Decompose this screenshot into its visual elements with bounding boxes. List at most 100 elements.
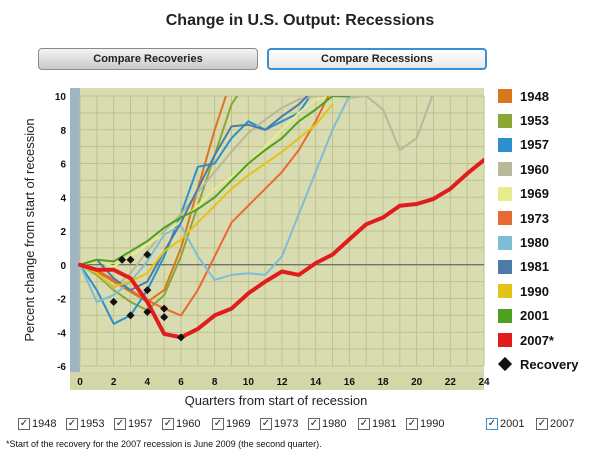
y-tick-label: 8 xyxy=(60,126,66,137)
legend-item-recovery: Recovery xyxy=(497,352,598,376)
legend-swatch xyxy=(498,186,512,201)
y-tick-label: -2 xyxy=(57,295,66,306)
legend-label: 1953 xyxy=(520,113,549,129)
checkbox-label: 2001 xyxy=(500,418,525,430)
compare-recoveries-button[interactable]: Compare Recoveries xyxy=(38,48,258,70)
y-tick-label: 2 xyxy=(60,227,66,238)
checkbox-label: 1960 xyxy=(176,418,201,430)
checkbox-label: 1948 xyxy=(32,418,57,430)
checkbox-1980[interactable]: ✓ 1980 xyxy=(308,418,346,430)
recovery-marker xyxy=(109,297,118,306)
checkmark-icon[interactable]: ✓ xyxy=(18,418,30,430)
recovery-marker xyxy=(160,313,169,322)
legend-item-1990: 1990 xyxy=(498,279,598,303)
legend-label: 1957 xyxy=(520,137,549,153)
legend-item-2007: 2007* xyxy=(498,328,598,352)
x-tick-label: 24 xyxy=(478,377,490,388)
legend-label: 1948 xyxy=(520,88,549,104)
checkmark-icon[interactable]: ✓ xyxy=(212,418,224,430)
checkmark-icon[interactable]: ✓ xyxy=(358,418,370,430)
legend-item-1960: 1960 xyxy=(498,157,598,181)
checkbox-1981[interactable]: ✓ 1981 xyxy=(358,418,396,430)
checkbox-1990[interactable]: ✓ 1990 xyxy=(406,418,444,430)
recovery-marker xyxy=(160,304,169,313)
checkmark-icon[interactable]: ✓ xyxy=(486,418,498,430)
legend-label: 1969 xyxy=(520,186,549,202)
x-axis-strip xyxy=(70,372,484,390)
checkbox-label: 1990 xyxy=(420,418,445,430)
x-tick-label: 20 xyxy=(411,377,423,388)
legend-item-1973: 1973 xyxy=(498,206,598,230)
checkbox-label: 1953 xyxy=(80,418,105,430)
legend-item-1969: 1969 xyxy=(498,182,598,206)
checkbox-1957[interactable]: ✓ 1957 xyxy=(114,418,152,430)
checkbox-1960[interactable]: ✓ 1960 xyxy=(162,418,200,430)
checkmark-icon[interactable]: ✓ xyxy=(536,418,548,430)
checkmark-icon[interactable]: ✓ xyxy=(260,418,272,430)
recovery-marker xyxy=(118,255,127,264)
x-tick-label: 8 xyxy=(212,377,218,388)
legend-item-1957: 1957 xyxy=(498,133,598,157)
checkmark-icon[interactable]: ✓ xyxy=(406,418,418,430)
legend-swatch xyxy=(498,113,512,128)
legend-swatch xyxy=(498,259,512,274)
x-tick-label: 12 xyxy=(276,377,288,388)
recovery-marker xyxy=(177,333,185,342)
legend-label: 2001 xyxy=(520,308,549,324)
series-line-1990 xyxy=(79,103,334,288)
series-checkbox-row: ✓ 1948 ✓ 1953 ✓ 1957 ✓ 1960 ✓ 1969 ✓ 1973 ✓ 1980 ✓ 1981… xyxy=(18,418,598,434)
checkbox-label: 1973 xyxy=(274,418,299,430)
y-tick-label: -6 xyxy=(57,362,66,373)
x-tick-label: 14 xyxy=(310,377,322,388)
checkbox-label: 1957 xyxy=(128,418,153,430)
legend-label: Recovery xyxy=(520,356,579,372)
legend-swatch xyxy=(498,284,512,299)
checkmark-icon[interactable]: ✓ xyxy=(308,418,320,430)
checkmark-icon[interactable]: ✓ xyxy=(162,418,174,430)
x-tick-label: 16 xyxy=(344,377,356,388)
series-line-1957 xyxy=(79,96,312,325)
checkbox-1973[interactable]: ✓ 1973 xyxy=(260,418,298,430)
footnote: *Start of the recovery for the 2007 rece… xyxy=(6,439,322,449)
checkbox-label: 1980 xyxy=(322,418,347,430)
recovery-marker xyxy=(126,311,135,320)
legend-swatch xyxy=(498,333,512,348)
checkbox-1948[interactable]: ✓ 1948 xyxy=(18,418,56,430)
x-tick-label: 10 xyxy=(243,377,255,388)
series-line-2001 xyxy=(79,96,351,266)
checkmark-icon[interactable]: ✓ xyxy=(66,418,78,430)
y-tick-label: 4 xyxy=(60,193,66,204)
legend-item-1981: 1981 xyxy=(498,255,598,279)
legend-item-1980: 1980 xyxy=(498,230,598,254)
page-title: Change in U.S. Output: Recessions xyxy=(165,12,435,29)
y-tick-label: 10 xyxy=(55,92,67,103)
compare-recessions-button[interactable]: Compare Recessions xyxy=(267,48,487,70)
series-line-2007 xyxy=(78,158,484,340)
checkbox-2007[interactable]: ✓ 2007 xyxy=(536,418,574,430)
y-axis-label: Percent change from start of recession xyxy=(22,118,37,341)
legend-swatch xyxy=(498,235,512,250)
checkbox-1969[interactable]: ✓ 1969 xyxy=(212,418,250,430)
legend-label: 1973 xyxy=(520,210,549,226)
diamond-icon xyxy=(497,357,513,372)
series-line-1953 xyxy=(79,96,239,312)
legend-item-1948: 1948 xyxy=(498,84,598,108)
checkbox-label: 2007 xyxy=(550,418,575,430)
x-axis-label: Quarters from start of recession xyxy=(185,393,368,408)
legend-swatch xyxy=(498,211,512,226)
y-tick-label: 6 xyxy=(60,160,66,171)
recovery-marker xyxy=(126,255,135,264)
recovery-marker xyxy=(143,250,152,259)
legend-swatch xyxy=(498,308,512,323)
legend-label: 1981 xyxy=(520,259,549,275)
chart-legend: 1948 1953 1957 1960 1969 1973 1980 1981 1990 2001… xyxy=(497,84,598,377)
recovery-marker xyxy=(143,286,152,295)
checkbox-2001[interactable]: ✓ 2001 xyxy=(486,418,524,430)
x-tick-label: 18 xyxy=(377,377,389,388)
series-line-1981 xyxy=(79,96,309,292)
checkbox-1953[interactable]: ✓ 1953 xyxy=(66,418,104,430)
checkmark-icon[interactable]: ✓ xyxy=(114,418,126,430)
checkbox-label: 1969 xyxy=(226,418,251,430)
legend-label: 2007* xyxy=(520,332,554,348)
